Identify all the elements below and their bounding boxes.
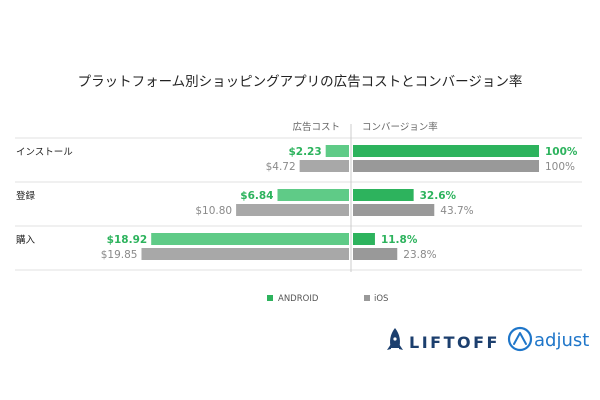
- conversion-label: 43.7%: [440, 205, 473, 217]
- adjust-logo-text: adjust: [534, 330, 589, 351]
- cost-bar: [141, 248, 349, 260]
- conversion-bar: [353, 145, 539, 157]
- liftoff-logo: LIFTOFF: [387, 328, 500, 352]
- conversion-bar: [353, 189, 414, 201]
- cost-bar: [277, 189, 349, 201]
- conversion-bar: [353, 248, 398, 260]
- legend-label-ios: iOS: [374, 294, 388, 304]
- cost-label: $4.72: [266, 161, 296, 173]
- grid-lines: [15, 137, 582, 271]
- category-label: インストール: [16, 147, 73, 158]
- cost-label: $10.80: [195, 205, 232, 217]
- adjust-logo: adjust: [507, 326, 589, 352]
- legend-swatch-android: [267, 295, 273, 301]
- cost-bar: [236, 204, 349, 216]
- cost-label: $6.84: [240, 190, 273, 202]
- conversion-label: 100%: [545, 161, 575, 173]
- liftoff-logo-text: LIFTOFF: [409, 333, 500, 352]
- conversion-bar: [353, 160, 539, 172]
- rocket-icon: [387, 328, 403, 350]
- category-label: 購入: [16, 234, 36, 246]
- right-header: コンバージョン率: [362, 121, 438, 133]
- category-label: 登録: [16, 190, 36, 202]
- bars-group: [141, 145, 539, 260]
- conversion-label: 11.8%: [381, 234, 418, 246]
- cost-label: $2.23: [288, 146, 321, 158]
- chart-title: プラットフォーム別ショッピングアプリの広告コストとコンバージョン率: [78, 73, 523, 90]
- cost-label: $19.85: [101, 249, 138, 261]
- legend-label-android: ANDROID: [278, 294, 319, 304]
- cost-bar: [299, 160, 349, 172]
- labels-group: $2.23 100% $4.72 100% $6.84 32.6% $10.80 43.7% $…: [101, 146, 578, 261]
- conversion-label: 32.6%: [420, 190, 457, 202]
- conversion-label: 23.8%: [403, 249, 436, 261]
- legend-swatch-ios: [364, 295, 370, 301]
- left-header: 広告コスト: [292, 121, 340, 133]
- conversion-bar: [353, 204, 435, 216]
- cost-label: $18.92: [107, 234, 148, 246]
- cost-bar: [325, 145, 349, 157]
- conversion-label: 100%: [545, 146, 578, 158]
- adjust-icon: [507, 326, 533, 352]
- conversion-bar: [353, 233, 375, 245]
- cost-bar: [151, 233, 349, 245]
- legend: ANDROID iOS: [267, 294, 388, 304]
